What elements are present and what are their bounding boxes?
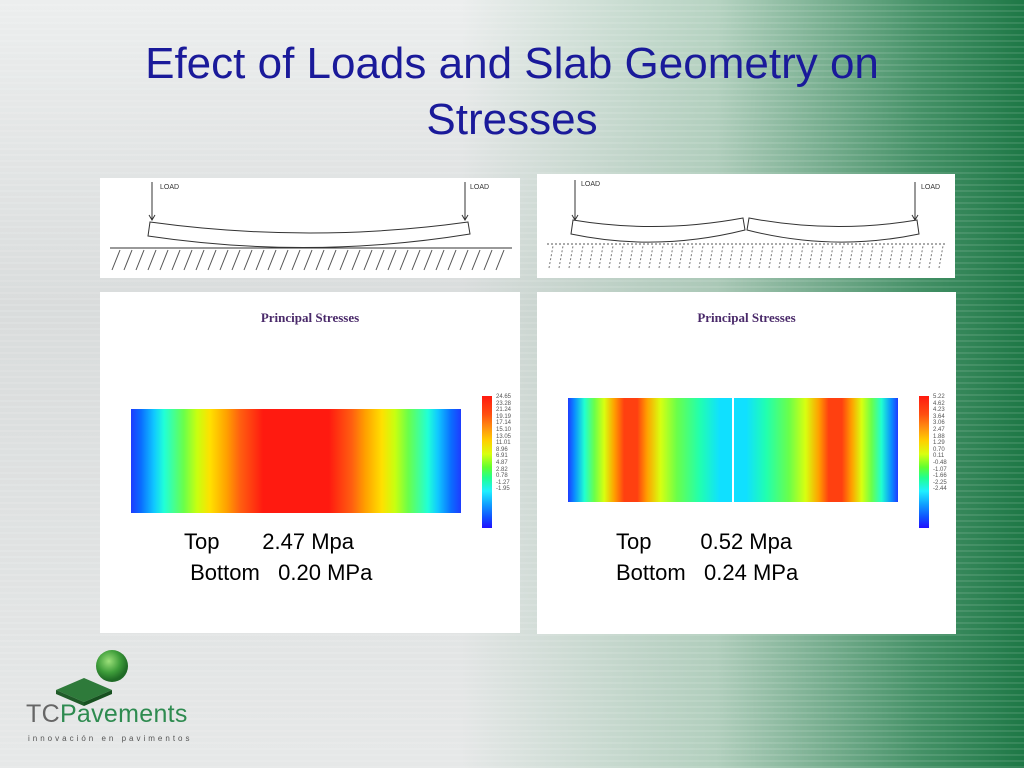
load-label-right-2: LOAD (921, 184, 940, 191)
plot-title-left: Principal Stresses (260, 310, 360, 325)
logo-mark (56, 650, 128, 706)
stress-values-left: Top 2.47 Mpa Bottom 0.20 MPa (184, 529, 373, 585)
legend-tick-right: -2.25 (933, 479, 947, 486)
stress-plot-left: Principal Stresses 24.65 23.28 21.24 19.19 1… (100, 292, 520, 633)
legend-tick-left: 19.19 (496, 413, 512, 420)
legend-tick-left: 17.14 (496, 420, 512, 427)
legend-tick-left: 4.87 (496, 459, 508, 466)
logo-wordmark: TCPavements (26, 700, 188, 729)
legend-tick-left: 0.78 (496, 473, 508, 480)
plot-title-right: Principal Stresses (697, 310, 796, 325)
legend-tick-right: 3.64 (933, 413, 945, 420)
color-legend-right (919, 396, 929, 528)
legend-tick-left: 2.82 (496, 466, 508, 473)
stress-plot-right: Principal Stresses 5.22 4.62 4.23 3.64 3.06 2… (537, 292, 956, 634)
arrow-head-2 (461, 214, 469, 221)
legend-tick-right: -1.66 (933, 473, 947, 480)
legend-tick-right: -2.44 (933, 486, 947, 493)
logo-brand-suffix: Pavements (59, 700, 188, 728)
stress-values-right: Top 0.52 Mpa Bottom 0.24 MPa (616, 529, 799, 585)
ground-hatching-right (548, 245, 944, 269)
legend-labels-right: 5.22 4.62 4.23 3.64 3.06 2.47 1.88 1.29 0.70 0.11… (933, 394, 947, 493)
legend-tick-right: 1.29 (933, 440, 945, 447)
logo-diamond-side (56, 690, 84, 706)
deflected-slab-1 (570, 217, 746, 243)
legend-tick-left: 23.28 (496, 400, 512, 407)
logo-diamond-side-2 (84, 690, 112, 706)
logo-tagline: innovación en pavimentos (28, 734, 193, 743)
deflected-slab (147, 221, 471, 249)
ground-hatching (111, 249, 505, 271)
logo-ball (96, 650, 128, 682)
legend-tick-left: 15.10 (496, 426, 512, 433)
logo-brand-prefix: TC (26, 700, 60, 728)
legend-tick-right: -0.48 (933, 459, 947, 466)
slab-diagram-left-svg: LOAD LOAD (110, 182, 512, 271)
legend-tick-right: 0.11 (933, 453, 945, 460)
legend-tick-right: 4.23 (933, 407, 945, 414)
legend-tick-left: 21.24 (496, 407, 512, 414)
legend-tick-right: -1.07 (933, 466, 947, 473)
legend-tick-right: 3.06 (933, 420, 945, 427)
tcpavements-logo: TCPavements innovación en pavimentos (24, 648, 214, 748)
slab-diagram-left: LOAD LOAD (100, 178, 520, 278)
load-label-left-1: LOAD (160, 184, 179, 191)
legend-tick-left: 8.96 (496, 446, 508, 453)
deflected-slab-2 (746, 217, 920, 243)
legend-tick-right: 2.47 (933, 426, 945, 433)
slide-title: Efect of Loads and Slab Geometry on Stre… (145, 39, 879, 144)
load-label-left-2: LOAD (470, 184, 489, 191)
color-legend-left (482, 396, 492, 528)
load-label-right-1: LOAD (581, 181, 600, 188)
legend-tick-right: 4.62 (933, 400, 945, 407)
legend-tick-left: 24.65 (496, 394, 512, 400)
slab-diagram-right-svg: LOAD LOAD (547, 180, 947, 269)
arrow-head-1 (148, 214, 156, 221)
legend-tick-right: 1.88 (933, 433, 945, 440)
logo-diamond (56, 678, 112, 702)
legend-tick-left: -1.27 (496, 479, 510, 486)
legend-tick-left: 6.91 (496, 453, 508, 460)
legend-labels-left: 24.65 23.28 21.24 19.19 17.14 15.10 13.05 11.01… (496, 394, 511, 493)
stress-contour-left (131, 409, 461, 513)
legend-tick-left: 13.05 (496, 433, 512, 440)
legend-tick-right: 5.22 (933, 394, 945, 400)
legend-tick-left: -1.95 (496, 486, 510, 493)
slab-diagram-right: LOAD LOAD (537, 174, 955, 278)
stress-contour-right (568, 398, 898, 502)
joint-line (732, 398, 734, 502)
legend-tick-right: 0.70 (933, 446, 945, 453)
legend-tick-left: 11.01 (496, 440, 511, 447)
